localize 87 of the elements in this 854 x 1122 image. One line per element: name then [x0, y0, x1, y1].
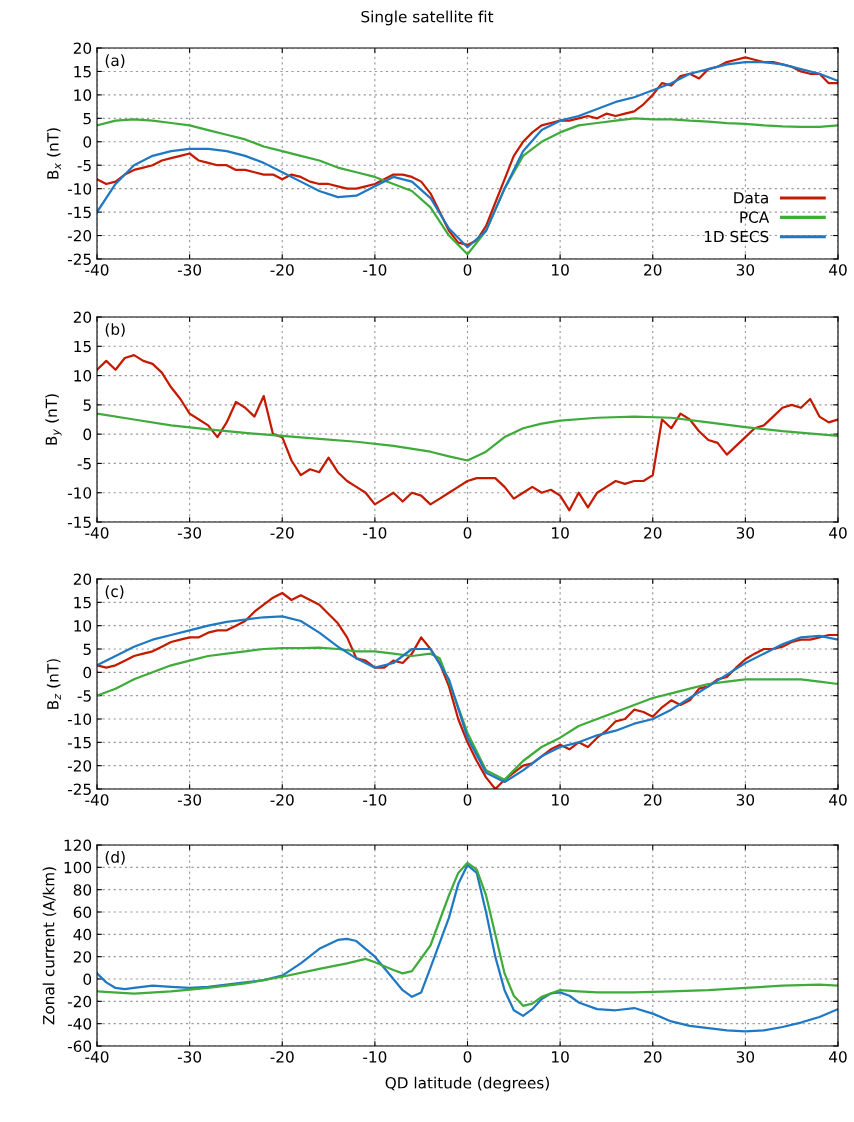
y-tick-label: 15 — [74, 66, 91, 78]
y-tick-label: -20 — [67, 230, 92, 242]
x-tick-label: -30 — [177, 794, 202, 806]
y-tick-label: -20 — [67, 760, 92, 772]
y-tick-label: -20 — [67, 995, 92, 1008]
x-tick-label: 20 — [644, 1051, 662, 1063]
x-tick-label: -10 — [363, 527, 387, 539]
annotation: (c) — [105, 585, 124, 599]
x-tick-label: 30 — [736, 527, 755, 539]
y-tick-label: 120 — [64, 839, 92, 852]
x-tick-label: 10 — [552, 264, 569, 276]
x-tick-label: 10 — [552, 1051, 569, 1063]
line-series — [97, 863, 838, 1033]
x-tick-label: 20 — [644, 264, 662, 276]
x-tick-label: 30 — [736, 1051, 755, 1063]
chart-title: Single satellite fit — [361, 10, 494, 26]
x-tick-label: -20 — [270, 1051, 294, 1063]
y-tick-label: 80 — [73, 884, 92, 896]
x-tick-label: 30 — [736, 794, 755, 806]
y-axis-title: B$_{z}$ (nT) — [46, 659, 61, 709]
x-tick-label: -20 — [270, 527, 294, 539]
y-tick-label: -10 — [67, 713, 92, 726]
annotation: (a) — [105, 54, 125, 68]
y-tick-label: 15 — [74, 597, 91, 609]
y-tick-label: 15 — [74, 340, 91, 353]
x-tick-label: -30 — [177, 1051, 202, 1063]
x-tick-label: -30 — [177, 264, 202, 276]
y-tick-label: -25 — [67, 253, 91, 266]
y-tick-label: 5 — [83, 399, 91, 411]
x-axis-title: QD latitude (degrees) — [385, 1076, 549, 1092]
y-tick-label: 10 — [74, 620, 92, 632]
annotation: (b) — [105, 323, 125, 337]
x-tick-label: -10 — [363, 264, 387, 276]
y-tick-label: 10 — [74, 370, 92, 382]
x-tick-label: 20 — [644, 527, 662, 539]
line-series — [97, 412, 838, 462]
line-series — [97, 353, 838, 512]
y-tick-label: -10 — [67, 183, 92, 195]
y-tick-label: 20 — [73, 311, 92, 324]
x-tick-label: 30 — [736, 264, 755, 276]
y-tick-label: 20 — [73, 42, 92, 55]
x-tick-label: -10 — [363, 1051, 387, 1063]
y-tick-label: -5 — [77, 159, 91, 172]
y-tick-label: 10 — [74, 89, 92, 101]
x-tick-label: 0 — [463, 794, 472, 806]
x-tick-label: 40 — [829, 1051, 847, 1063]
x-tick-label: 40 — [829, 794, 847, 806]
y-tick-label: 60 — [73, 906, 92, 919]
y-axis-title: Zonal current (A/km) — [42, 867, 57, 1025]
x-tick-label: -10 — [363, 794, 387, 806]
y-tick-label: -60 — [67, 1040, 92, 1053]
y-tick-label: 0 — [83, 973, 92, 986]
x-tick-label: 40 — [829, 527, 847, 539]
x-tick-label: 0 — [463, 527, 472, 539]
x-tick-label: 10 — [552, 794, 569, 806]
y-tick-label: 0 — [83, 136, 92, 148]
y-tick-label: 40 — [73, 928, 92, 941]
y-tick-label: 0 — [83, 666, 92, 679]
y-tick-label: -40 — [67, 1018, 92, 1030]
legend-label: Data — [734, 192, 768, 204]
y-tick-label: -15 — [67, 737, 91, 749]
y-tick-label: 20 — [73, 573, 92, 586]
x-tick-label: 0 — [463, 264, 472, 276]
y-tick-label: 0 — [83, 428, 92, 441]
y-tick-label: -10 — [67, 487, 92, 499]
line-series — [97, 646, 838, 781]
legend-label: PCA — [740, 211, 770, 223]
y-tick-label: -15 — [67, 516, 91, 529]
x-tick-label: -20 — [270, 264, 294, 276]
legend-label: 1D SECS — [704, 230, 769, 243]
y-tick-label: -5 — [77, 458, 91, 470]
y-tick-label: 20 — [73, 951, 92, 963]
y-tick-label: 5 — [83, 643, 91, 656]
x-tick-label: 40 — [829, 264, 847, 276]
y-tick-label: -25 — [67, 783, 91, 796]
y-tick-label: 100 — [64, 861, 92, 874]
y-axis-title: B$_{y}$ (nT) — [45, 394, 62, 445]
x-tick-label: -20 — [270, 794, 294, 806]
y-tick-label: 5 — [83, 113, 91, 125]
x-tick-label: 0 — [463, 1051, 472, 1063]
annotation: (d) — [105, 851, 125, 865]
x-tick-label: -30 — [177, 527, 202, 539]
x-tick-label: 20 — [644, 794, 662, 806]
y-tick-label: -15 — [67, 206, 91, 219]
x-tick-label: 10 — [552, 527, 569, 539]
y-axis-title: B$_{x}$ (nT) — [46, 128, 61, 179]
y-tick-label: -5 — [77, 690, 91, 702]
